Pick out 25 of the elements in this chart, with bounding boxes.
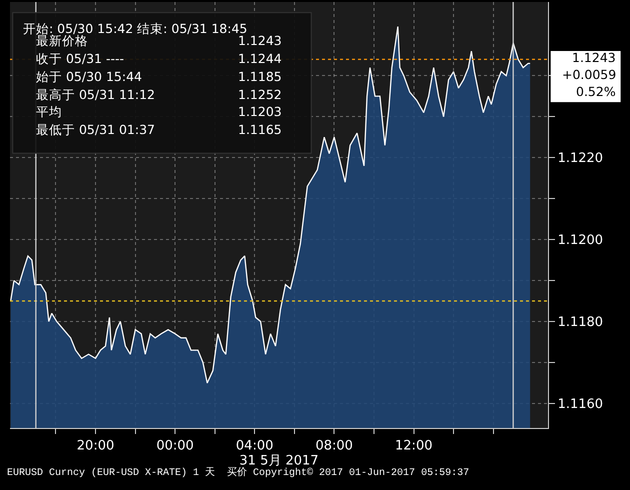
- y-tick-label: 1.1200: [558, 233, 604, 248]
- x-tick-label: 04:00: [236, 438, 274, 454]
- annotation: 最高于 05/31 11:12: [36, 87, 155, 102]
- x-tick-label: 00:00: [156, 438, 194, 454]
- x-tick-label: 08:00: [315, 438, 353, 454]
- y-tick-label: 1.1180: [558, 315, 604, 330]
- text: EURUSD Curncy (EUR-USD X-RATE) 1 天 买价 Copyright© 2017 01-Jun-2017 05:59:37: [7, 466, 470, 479]
- annotation: 始于 05/30 15:44: [36, 69, 142, 84]
- y-tick-label: 1.1160: [558, 396, 604, 412]
- x-tick-label: 12:00: [395, 438, 432, 454]
- annotation: 1.1243: [238, 33, 282, 48]
- annotation: 最低于 05/31 01:37: [36, 122, 155, 137]
- annotation: 收于 05/31 ----: [36, 51, 124, 66]
- annotation: 1.1165: [238, 122, 282, 137]
- annotation: 1.1185: [238, 69, 282, 84]
- annotation: 平均: [36, 104, 62, 119]
- annotation: 1.1203: [238, 104, 282, 119]
- x-tick-label: 20:00: [76, 438, 114, 454]
- text: 1.1243: [572, 50, 616, 65]
- annotation: 开始: 05/30 15:42 结束: 05/31 18:45: [23, 21, 248, 36]
- annotation: 1.1244: [238, 51, 282, 66]
- text: +0.0059: [562, 67, 616, 82]
- y-tick-label: 1.1220: [558, 151, 604, 166]
- annotation: 1.1252: [238, 87, 282, 102]
- text: 0.52%: [576, 84, 616, 99]
